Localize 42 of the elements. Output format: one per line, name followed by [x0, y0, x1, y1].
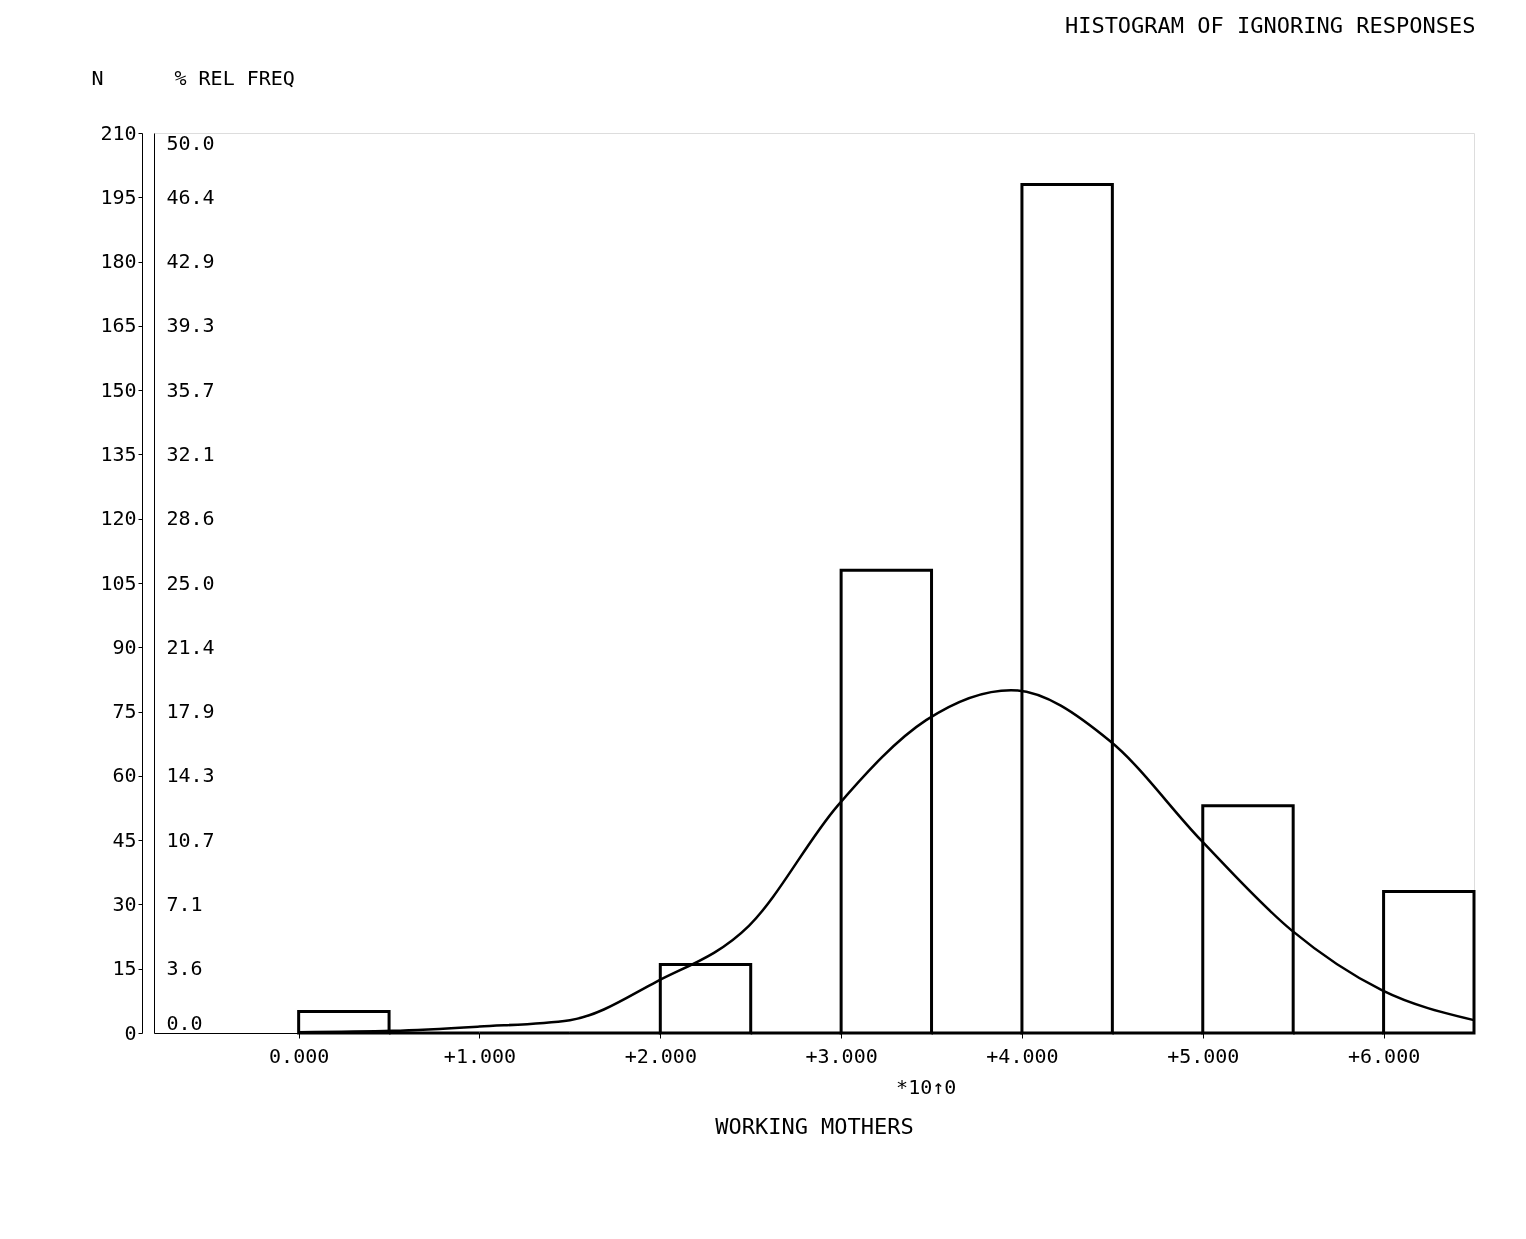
- x-tick-label: +6.000: [1347, 1043, 1421, 1068]
- y-tick-label: 45: [112, 827, 137, 852]
- y-tick-label: 90: [112, 634, 137, 659]
- y2-tick-label: 42.9: [166, 249, 215, 274]
- y-tick-label: 105: [100, 570, 137, 595]
- y2-tick-label: 32.1: [166, 441, 215, 466]
- y2-tick-label: 14.3: [166, 763, 215, 788]
- y-tick-label: 30: [112, 891, 137, 916]
- text: *10↑0: [896, 1075, 957, 1099]
- x-tick-label: +5.000: [1167, 1043, 1240, 1068]
- y-tick-label: 180: [100, 249, 137, 274]
- y2-tick-label: 25.0: [166, 570, 215, 595]
- y2-tick-label: 39.3: [166, 313, 215, 338]
- y-tick-label: 60: [112, 763, 137, 788]
- x-tick-label: 0.000: [269, 1043, 330, 1068]
- y2-tick-label: 3.6: [166, 956, 203, 981]
- y2-tick-label: 0.0: [166, 1010, 203, 1035]
- y2-tick-label: 7.1: [166, 891, 203, 916]
- y-tick-label: 165: [100, 313, 137, 338]
- y-tick-label: 150: [100, 377, 137, 402]
- x-tick-label: +3.000: [805, 1043, 878, 1068]
- y2-tick-label: 50.0: [166, 130, 215, 155]
- y2-tick-label: 35.7: [166, 377, 215, 402]
- x-axis-title: WORKING MOTHERS: [715, 1113, 914, 1139]
- y2-tick-label: 10.7: [166, 827, 215, 852]
- y-tick-label: 0: [124, 1020, 137, 1045]
- y-tick-label: 135: [100, 441, 137, 466]
- y2-tick-label: 46.4: [166, 184, 215, 209]
- y2-tick-label: 17.9: [166, 699, 215, 724]
- y2-axis-title: % REL FREQ: [174, 65, 295, 90]
- y-tick-label: 120: [100, 506, 137, 531]
- x-tick-label: +1.000: [443, 1043, 517, 1068]
- y-tick-label: 210: [100, 120, 137, 145]
- x-tick-label: +2.000: [624, 1043, 697, 1068]
- y2-tick-label: 21.4: [166, 634, 215, 659]
- y2-tick-label: 28.6: [166, 506, 215, 531]
- chart-title: HISTOGRAM OF IGNORING RESPONSES: [1064, 13, 1476, 38]
- y-axis-title: N: [91, 65, 104, 90]
- y-tick-label: 195: [100, 184, 137, 209]
- y-tick-label: 15: [112, 956, 137, 981]
- y-tick-label: 75: [112, 699, 137, 724]
- x-tick-label: +4.000: [986, 1043, 1059, 1068]
